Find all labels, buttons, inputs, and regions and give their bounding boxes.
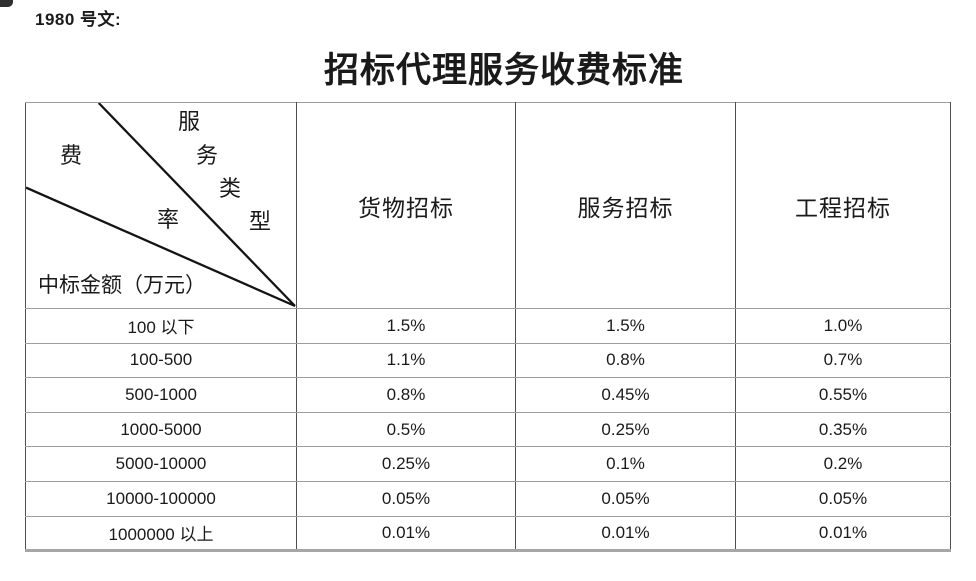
- header-row: 费 率 服 务 类 型 中标金额（万元） 货物招标 服务招标 工程招标: [25, 102, 951, 309]
- rate-cell-engineering: 0.05%: [735, 480, 951, 517]
- table-row: 100-500 1.1% 0.8% 0.7%: [25, 342, 951, 379]
- rate-cell-goods: 0.8%: [296, 377, 516, 413]
- fee-standard-table: 费 率 服 务 类 型 中标金额（万元） 货物招标 服务招标 工程招标 100 …: [25, 102, 951, 553]
- rate-cell-engineering: 0.2%: [735, 446, 951, 482]
- rate-cell-service: 0.45%: [515, 377, 736, 413]
- table-row: 500-1000 0.8% 0.45% 0.55%: [25, 377, 951, 413]
- table-row: 5000-10000 0.25% 0.1% 0.2%: [25, 446, 951, 482]
- diagonal-header-cell: 费 率 服 务 类 型 中标金额（万元）: [25, 102, 297, 309]
- rate-cell-service: 0.8%: [515, 342, 736, 379]
- corner-type-char-3: 类: [219, 176, 242, 201]
- corner-rate-char-1: 费: [60, 143, 83, 168]
- rate-cell-engineering: 0.7%: [735, 342, 951, 379]
- table-row: 1000000 以上 0.01% 0.01% 0.01%: [25, 515, 951, 552]
- corner-type-char-4: 型: [249, 209, 272, 234]
- rate-cell-service: 0.01%: [515, 515, 736, 552]
- rate-cell-goods: 1.1%: [296, 342, 516, 379]
- column-header-service: 服务招标: [515, 102, 736, 309]
- amount-range-cell: 10000-100000: [25, 480, 297, 517]
- corner-type-char-2: 务: [196, 143, 219, 168]
- amount-range-cell: 1000000 以上: [25, 515, 297, 552]
- amount-range-cell: 1000-5000: [25, 411, 297, 448]
- amount-range-cell: 500-1000: [25, 377, 297, 413]
- amount-range-cell: 5000-10000: [25, 446, 297, 482]
- fee-table-body: 100 以下 1.5% 1.5% 1.0% 100-500 1.1% 0.8% 0.7% 500…: [25, 308, 951, 552]
- rate-cell-goods: 0.25%: [296, 446, 516, 482]
- page-title: 招标代理服务收费标准: [323, 51, 684, 90]
- corner-amount-label: 中标金额（万元）: [38, 273, 206, 297]
- rate-cell-service: 0.1%: [515, 446, 736, 482]
- table-row: 10000-100000 0.05% 0.05% 0.05%: [25, 480, 951, 517]
- amount-range-cell: 100-500: [25, 342, 297, 379]
- table-row: 1000-5000 0.5% 0.25% 0.35%: [25, 411, 951, 448]
- rate-cell-goods: 0.05%: [296, 480, 516, 517]
- amount-range-cell: 100 以下: [25, 308, 297, 344]
- rate-cell-engineering: 0.01%: [735, 515, 951, 552]
- corner-type-char-1: 服: [178, 109, 201, 134]
- rate-cell-service: 1.5%: [515, 308, 736, 344]
- corner-rate-char-2: 率: [157, 207, 180, 232]
- rate-cell-service: 0.05%: [515, 480, 736, 517]
- rate-cell-goods: 0.01%: [296, 515, 516, 552]
- rate-cell-engineering: 0.35%: [735, 411, 951, 448]
- rate-cell-engineering: 0.55%: [735, 377, 951, 413]
- rate-cell-goods: 0.5%: [296, 411, 516, 448]
- rate-cell-engineering: 1.0%: [735, 308, 951, 344]
- doc-number-label: 1980 号文:: [35, 10, 122, 29]
- rate-cell-service: 0.25%: [515, 411, 736, 448]
- rate-cell-goods: 1.5%: [296, 308, 516, 344]
- page-corner-artifact: [0, 0, 13, 7]
- diagonal-split-lines: [26, 103, 296, 308]
- table-row: 100 以下 1.5% 1.5% 1.0%: [25, 308, 951, 344]
- column-header-goods: 货物招标: [296, 102, 516, 309]
- column-header-engineering: 工程招标: [735, 102, 951, 309]
